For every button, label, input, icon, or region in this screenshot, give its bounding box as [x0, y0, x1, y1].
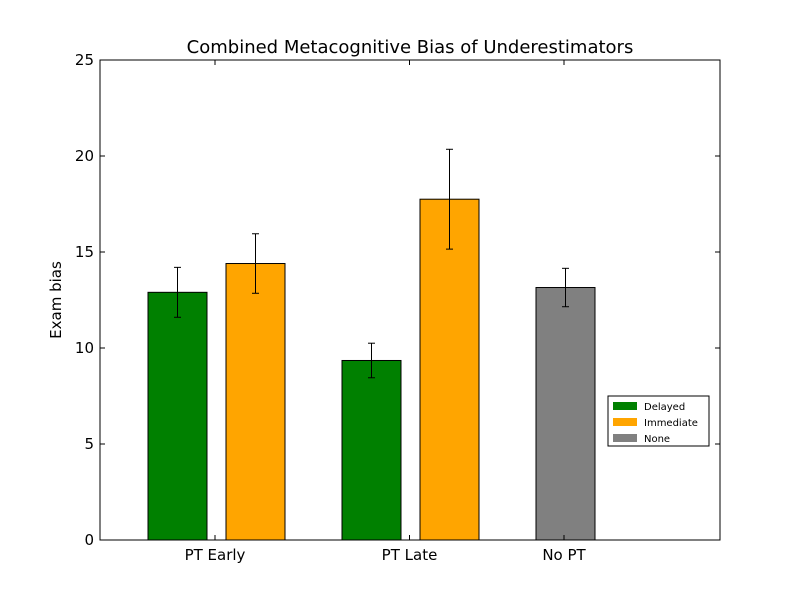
y-tick-label: 15	[75, 243, 94, 261]
legend-label-none: None	[644, 434, 670, 445]
y-tick-label: 5	[84, 435, 94, 453]
legend-label-immediate: Immediate	[644, 418, 698, 429]
y-tick-label: 10	[75, 339, 94, 357]
y-tick-label: 0	[84, 531, 94, 549]
chart-title: Combined Metacognitive Bias of Underesti…	[187, 37, 634, 58]
legend-swatch-delayed	[613, 402, 637, 410]
bar-pt-late-delayed	[341, 359, 402, 541]
legend-swatch-none	[613, 434, 637, 442]
y-tick-label: 20	[75, 147, 94, 165]
bar-no-pt-none	[535, 287, 596, 541]
legend: Delayed Immediate None	[607, 395, 710, 447]
plot-area: 0 5 10 15 20 25 PT Early PT Late No PT	[75, 51, 721, 564]
x-tick-label: PT Late	[382, 546, 438, 564]
bar-pt-late-immediate	[419, 198, 480, 541]
bar-pt-early-immediate	[225, 263, 286, 541]
bar-pt-early-delayed	[147, 291, 208, 541]
y-axis-label: Exam bias	[47, 261, 65, 339]
x-tick-label: No PT	[542, 546, 586, 564]
legend-swatch-immediate	[613, 418, 637, 426]
legend-label-delayed: Delayed	[644, 402, 685, 413]
x-tick-label: PT Early	[185, 546, 246, 564]
y-tick-label: 25	[75, 51, 94, 69]
